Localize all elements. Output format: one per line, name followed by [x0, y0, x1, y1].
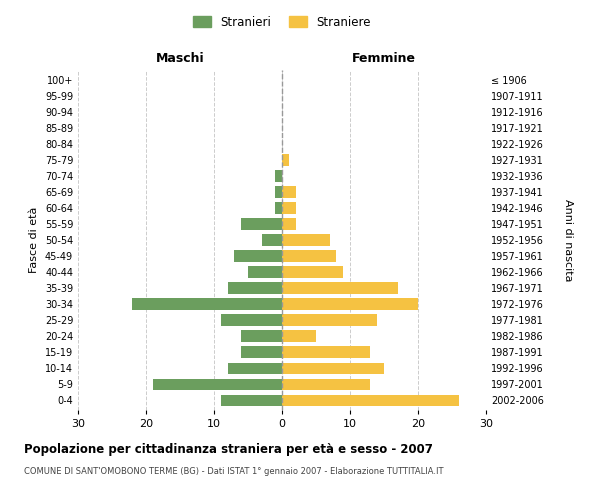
Bar: [282, 346, 370, 358]
Bar: [262, 234, 282, 246]
Text: Popolazione per cittadinanza straniera per età e sesso - 2007: Popolazione per cittadinanza straniera p…: [24, 442, 433, 456]
Bar: [282, 218, 296, 230]
Text: Femmine: Femmine: [352, 52, 416, 65]
Bar: [275, 202, 282, 213]
Bar: [221, 394, 282, 406]
Bar: [282, 394, 459, 406]
Bar: [221, 314, 282, 326]
Bar: [235, 250, 282, 262]
Bar: [282, 250, 337, 262]
Bar: [227, 282, 282, 294]
Bar: [248, 266, 282, 278]
Bar: [241, 218, 282, 230]
Legend: Stranieri, Straniere: Stranieri, Straniere: [188, 11, 376, 34]
Bar: [282, 378, 370, 390]
Y-axis label: Fasce di età: Fasce di età: [29, 207, 39, 273]
Bar: [133, 298, 282, 310]
Bar: [282, 362, 384, 374]
Bar: [275, 170, 282, 181]
Bar: [282, 202, 296, 213]
Bar: [282, 330, 316, 342]
Bar: [282, 282, 398, 294]
Bar: [282, 154, 289, 166]
Bar: [227, 362, 282, 374]
Bar: [241, 330, 282, 342]
Text: COMUNE DI SANT'OMOBONO TERME (BG) - Dati ISTAT 1° gennaio 2007 - Elaborazione TU: COMUNE DI SANT'OMOBONO TERME (BG) - Dati…: [24, 468, 443, 476]
Bar: [282, 298, 418, 310]
Bar: [282, 266, 343, 278]
Text: Maschi: Maschi: [155, 52, 205, 65]
Bar: [275, 186, 282, 198]
Bar: [241, 346, 282, 358]
Y-axis label: Anni di nascita: Anni di nascita: [563, 198, 573, 281]
Bar: [153, 378, 282, 390]
Bar: [282, 234, 329, 246]
Bar: [282, 186, 296, 198]
Bar: [282, 314, 377, 326]
